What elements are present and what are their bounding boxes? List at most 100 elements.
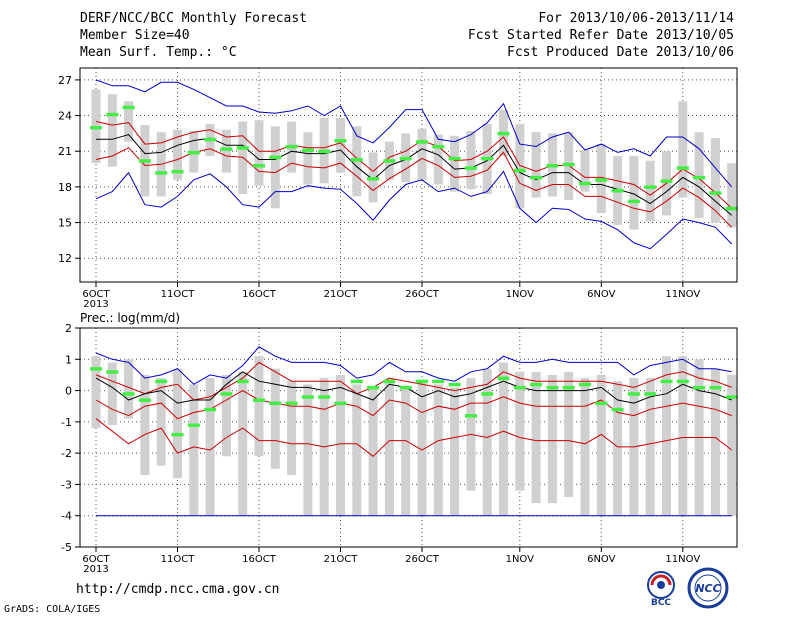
panel2-climatology-mark [595, 401, 608, 406]
panel2-spread-box [564, 371, 574, 497]
panel2-climatology-mark [90, 367, 102, 371]
panel1-mean-line [96, 134, 733, 216]
panel1-spread-box [531, 132, 541, 198]
panel2-climatology-mark [676, 379, 689, 384]
panel1-climatology-mark [481, 156, 494, 161]
panel2-spread-box [173, 368, 182, 479]
panel2-y-tick-label: -1 [61, 416, 72, 429]
panel2-climatology-mark [236, 379, 249, 384]
panel1-lower-line [95, 147, 733, 228]
panel1-climatology-mark [611, 188, 624, 193]
panel1-climatology-mark [693, 175, 706, 180]
panel2-x-tick-label: 6OCT [82, 554, 110, 565]
panel1-spread-box [629, 155, 639, 230]
panel2-climatology-mark [530, 382, 543, 387]
panel1-x-tick-label: 26OCT [405, 289, 440, 300]
panel2-x-tick-label: 6NOV [587, 554, 616, 565]
panel2-climatology-mark [562, 385, 575, 390]
panel2-lower-line [95, 390, 732, 420]
panel2-spread-box [189, 384, 199, 516]
panel1-spread-box [710, 138, 720, 223]
panel2-x-tick-label: 11NOV [665, 554, 700, 565]
panel2-spread-box [531, 371, 541, 504]
panel1-climatology-mark [187, 150, 200, 155]
panel2-climatology-mark [432, 379, 445, 384]
panel2-x-tick-label: 1NOV [506, 554, 535, 565]
panel2-spread-box [336, 374, 345, 516]
panel1-climatology-mark [448, 156, 461, 161]
panel2-climatology-mark [627, 392, 640, 396]
source-url[interactable]: http://cmdp.ncc.cma.gov.cn [76, 582, 280, 597]
panel2-spread-box [140, 374, 150, 476]
panel2-spread-box [580, 378, 590, 516]
panel2-climatology-mark [399, 385, 412, 390]
panel1-spread-box [254, 120, 264, 186]
panel2-climatology-mark [644, 392, 657, 396]
panel2-spread-box [515, 371, 525, 491]
panel2-x-tick-label: 21OCT [324, 554, 359, 565]
panel1-spread-box [336, 117, 345, 173]
panel1-x-tick-label: 1NOV [506, 289, 535, 300]
panel2-spread-box [303, 384, 313, 516]
panel1-climatology-mark [236, 146, 249, 150]
panel2-frame [79, 327, 738, 548]
panel1-spread-box [433, 134, 443, 185]
panel1-climatology-mark [725, 206, 738, 211]
panel2-spread-box [287, 381, 297, 476]
panel2-climatology-mark [253, 398, 265, 402]
variable-label: Mean Surf. Temp.: °C [80, 45, 237, 60]
panel2-min-line [95, 418, 733, 457]
panel2-climatology-mark [269, 401, 282, 406]
panel1-spread-box [466, 131, 476, 190]
panel1-climatology-mark [285, 144, 298, 149]
ncc-logo: NCC [687, 567, 729, 609]
panel1-climatology-mark [122, 105, 135, 110]
panel2-climatology-mark [318, 395, 331, 399]
panel2-y-tick-label: -3 [61, 478, 72, 491]
panel2-spread-box [368, 387, 378, 516]
panel1-spread-box [450, 135, 460, 192]
panel2-spread-box [417, 381, 427, 516]
panel1-climatology-mark [627, 199, 640, 204]
panel2-y-tick-label: 1 [65, 353, 72, 366]
panel2-climatology-mark [285, 401, 298, 406]
panel2-spread-box [710, 368, 720, 516]
panel2-spread-box [596, 374, 606, 516]
panel1-x-tick-label: 11NOV [665, 289, 700, 300]
panel2-climatology-mark [301, 395, 314, 399]
panel2-climatology-mark [464, 414, 477, 418]
panel1-y-tick-label: 18 [58, 181, 72, 194]
header-right: For 2013/10/06-2013/11/14 Fcst Started Re… [468, 10, 734, 61]
panel1-climatology-mark [709, 191, 722, 195]
panel2-y-tick-label: -5 [61, 541, 72, 554]
panel1-min-line [95, 170, 733, 250]
panel1-spread-box [727, 163, 737, 228]
header-left: DERF/NCC/BCC Monthly Forecast Member Size… [80, 10, 307, 61]
panel2-climatology-mark [448, 382, 461, 387]
panel1-spread-box [580, 150, 590, 192]
panel2-spread-box [205, 378, 215, 516]
panel2-spread-box [482, 368, 492, 516]
panel1-climatology-mark [204, 137, 217, 142]
panel2-upper-line [95, 361, 732, 401]
panel2-spread-box [678, 356, 688, 516]
panel2-y-tick-label: 2 [65, 322, 72, 335]
panel2-climatology-mark [122, 392, 135, 396]
bcc-logo: BCC [647, 571, 675, 607]
panel1-spread-box [221, 129, 231, 173]
bcc-logo-text: BCC [651, 598, 671, 607]
panel2-y-tick-label: -2 [61, 447, 72, 460]
panel1-x-tick-label: 6NOV [587, 289, 616, 300]
chart-title: DERF/NCC/BCC Monthly Forecast [80, 11, 307, 26]
panel1-climatology-mark [399, 156, 412, 161]
panel2-year-label: 2013 [83, 564, 108, 575]
panel2-spread-box [547, 374, 557, 504]
panel1-climatology-mark [644, 185, 657, 189]
forecast-period: For 2013/10/06-2013/11/14 [538, 11, 734, 26]
panel2-climatology-mark [383, 379, 396, 384]
panel1-climatology-mark [301, 148, 314, 153]
panel1-y-tick-label: 21 [58, 145, 72, 158]
panel2-spread-box [91, 356, 101, 429]
panel2-spread-box [613, 381, 623, 516]
panel1-climatology-mark [220, 147, 233, 151]
